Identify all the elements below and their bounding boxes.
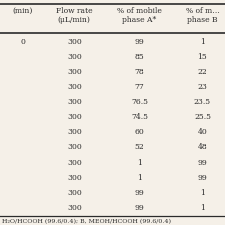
Text: 23: 23 — [198, 83, 207, 91]
Text: 85: 85 — [135, 53, 144, 61]
Text: 99: 99 — [198, 174, 207, 182]
Text: H₂O/HCOOH (99.6/0.4); B, MEOH/HCOOH (99.6/0.4): H₂O/HCOOH (99.6/0.4); B, MEOH/HCOOH (99.… — [2, 219, 171, 224]
Text: % of mobile
phase A*: % of mobile phase A* — [117, 7, 162, 24]
Text: 1: 1 — [200, 189, 205, 197]
Text: 99: 99 — [135, 204, 144, 212]
Text: 300: 300 — [67, 113, 82, 121]
Text: 300: 300 — [67, 144, 82, 151]
Text: 99: 99 — [135, 189, 144, 197]
Text: 48: 48 — [198, 144, 207, 151]
Text: 52: 52 — [135, 144, 144, 151]
Text: 99: 99 — [198, 159, 207, 166]
Text: 77: 77 — [135, 83, 144, 91]
Text: 78: 78 — [135, 68, 144, 76]
Text: 25.5: 25.5 — [194, 113, 211, 121]
Text: 300: 300 — [67, 174, 82, 182]
Text: 74.5: 74.5 — [131, 113, 148, 121]
Text: % of m…
phase B: % of m… phase B — [186, 7, 219, 24]
Text: 76.5: 76.5 — [131, 98, 148, 106]
Text: 300: 300 — [67, 128, 82, 136]
Text: 300: 300 — [67, 38, 82, 46]
Text: 300: 300 — [67, 189, 82, 197]
Text: (min): (min) — [12, 7, 33, 15]
Text: 22: 22 — [198, 68, 207, 76]
Text: 99: 99 — [135, 38, 144, 46]
Text: 15: 15 — [198, 53, 207, 61]
Text: 60: 60 — [135, 128, 144, 136]
Text: 300: 300 — [67, 204, 82, 212]
Text: 300: 300 — [67, 68, 82, 76]
Text: 0: 0 — [20, 38, 25, 46]
Text: 1: 1 — [137, 159, 142, 166]
Text: 300: 300 — [67, 83, 82, 91]
Text: 300: 300 — [67, 53, 82, 61]
Text: 1: 1 — [200, 204, 205, 212]
Text: 40: 40 — [198, 128, 207, 136]
Text: 300: 300 — [67, 98, 82, 106]
Text: 300: 300 — [67, 159, 82, 166]
Text: Flow rate
(μL/min): Flow rate (μL/min) — [56, 7, 92, 24]
Text: 1: 1 — [200, 38, 205, 46]
Text: 23.5: 23.5 — [194, 98, 211, 106]
Text: 1: 1 — [137, 174, 142, 182]
